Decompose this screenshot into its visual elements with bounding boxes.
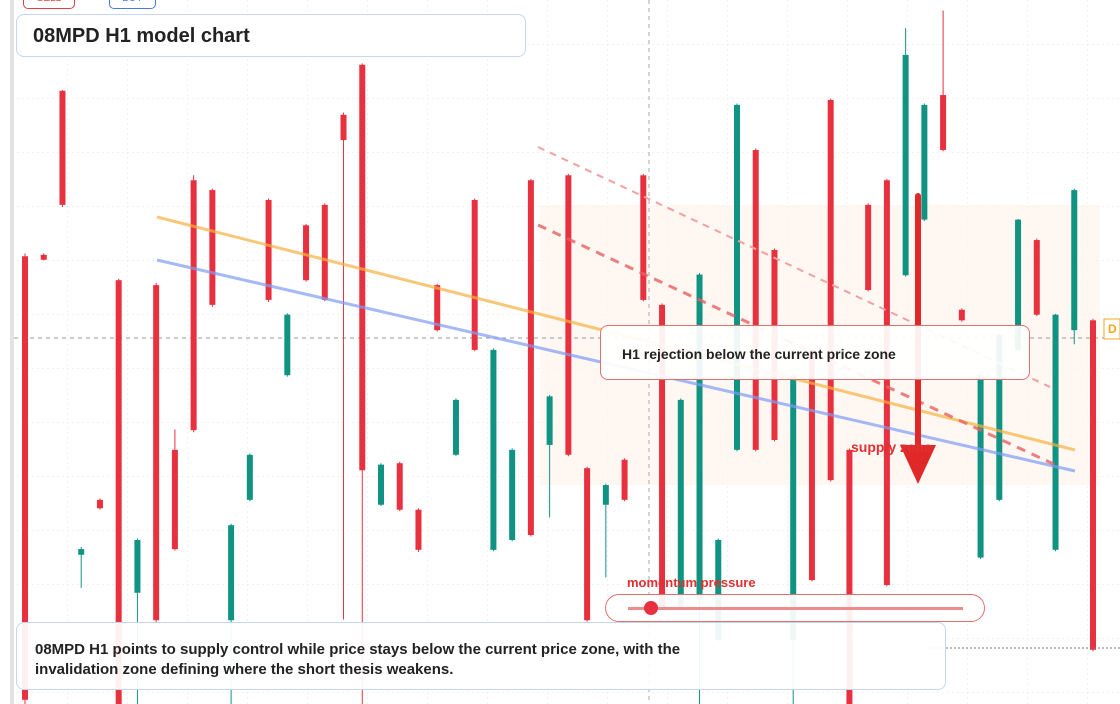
candle-body [78, 549, 85, 555]
candle-body [640, 175, 647, 300]
candle-body [696, 274, 703, 600]
sell-button[interactable]: SELL [23, 0, 75, 9]
candle-body [677, 399, 684, 610]
candle-body [96, 499, 103, 509]
candle-body [378, 464, 384, 505]
candle-body [359, 64, 366, 471]
candle-body [865, 204, 872, 291]
candles [22, 10, 1096, 704]
candle-body [22, 256, 28, 700]
slider-knob[interactable] [644, 601, 658, 615]
candle-body [546, 396, 553, 445]
candle-body [153, 285, 160, 621]
candle-body [228, 525, 235, 621]
candle-body [190, 180, 197, 431]
candle-body [902, 54, 909, 276]
candle-body [246, 454, 253, 500]
candle-body [59, 90, 66, 205]
candle-body [1071, 190, 1078, 331]
candle-body [490, 349, 497, 550]
candle-body [752, 149, 759, 450]
candle-body [471, 199, 478, 350]
chart-title: 08MPD H1 model chart [16, 14, 526, 57]
slider-track [628, 607, 963, 610]
candle-body [284, 314, 291, 376]
candle-body [265, 199, 272, 300]
caption-text: 08MPD H1 points to supply control while … [35, 641, 681, 678]
arrow-head [900, 445, 936, 484]
candle-body [846, 449, 853, 704]
candle-body [209, 190, 216, 305]
candle-body [303, 225, 310, 281]
candle-body [340, 114, 347, 141]
zone-label: supply zone [851, 439, 932, 455]
candle-body [1090, 320, 1096, 650]
callout: H1 rejection below the current price zon… [600, 325, 1030, 380]
caption: 08MPD H1 points to supply control while … [16, 622, 946, 690]
candle-body [134, 539, 141, 593]
candle-body [996, 335, 1003, 500]
candle-body [509, 449, 516, 540]
momentum-slider [605, 594, 985, 622]
candle-body [434, 285, 441, 331]
candle-body [808, 349, 815, 581]
candle-body [1033, 240, 1040, 315]
momentum-label: momentum pressure [627, 575, 756, 590]
candle-body [790, 375, 797, 640]
candle-body [115, 280, 122, 704]
candle-body [415, 509, 422, 550]
candle-body [321, 204, 328, 300]
price-tag-box [1103, 318, 1120, 340]
buy-button[interactable]: BUY [109, 0, 156, 9]
candle-body [396, 463, 403, 510]
candle-body [602, 485, 609, 505]
candle-body [171, 449, 178, 550]
candle-body [827, 99, 834, 481]
candle-body [1015, 219, 1022, 350]
candle-body [883, 180, 890, 586]
left-edge [10, 0, 14, 704]
candle-body [1052, 314, 1059, 550]
candle-body [734, 104, 740, 450]
candle-body [452, 399, 459, 455]
candle-body [659, 304, 666, 610]
candle-body [40, 254, 47, 260]
price-tag: D [1108, 322, 1117, 336]
candle-body [958, 309, 965, 321]
candle-body [584, 468, 591, 621]
candle-body [977, 375, 984, 558]
candle-body [621, 459, 628, 500]
candle-body [527, 180, 534, 536]
candle-body [715, 539, 722, 640]
candle-body [921, 104, 928, 220]
candle-body [565, 175, 572, 455]
candle-body [940, 95, 947, 150]
